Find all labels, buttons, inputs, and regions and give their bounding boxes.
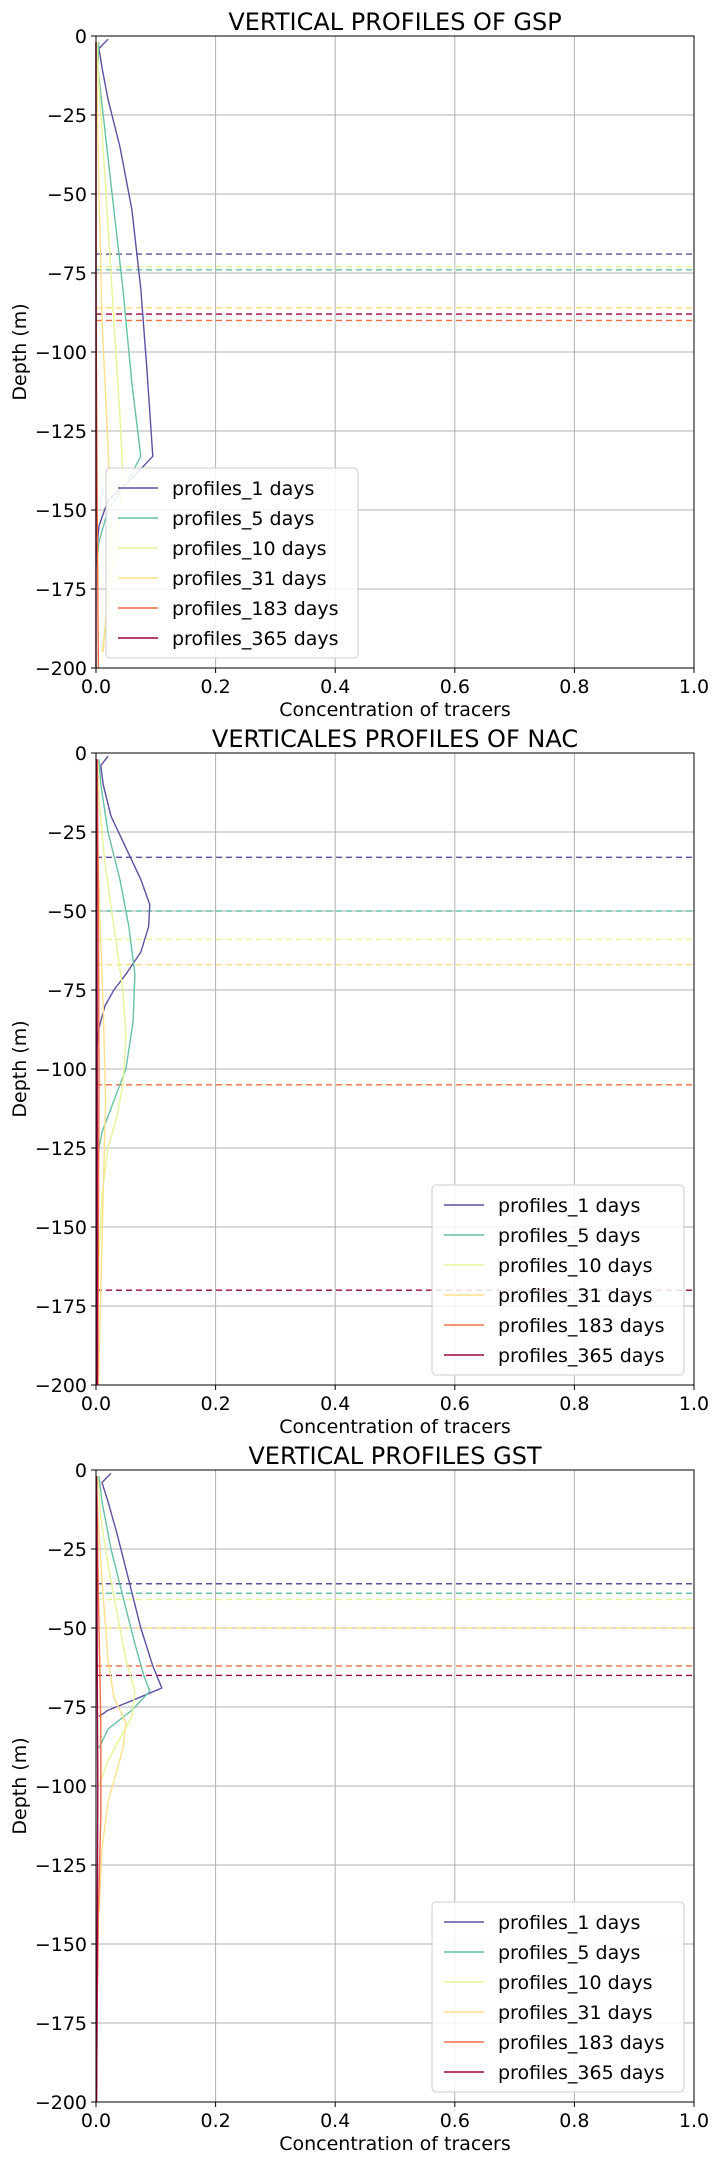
x-axis-label: Concentration of tracers (279, 2133, 511, 2155)
profile-series-line (96, 759, 100, 1386)
y-tick-label: 0 (75, 743, 87, 765)
legend: profiles_1 days profiles_5 days profiles_1… (431, 1901, 685, 2093)
legend-entry-label: profiles_31 days (498, 1285, 652, 1307)
y-tick-label: −200 (35, 1375, 87, 1397)
x-tick-label: 0.8 (559, 1393, 589, 1415)
x-tick-label: 0.4 (320, 1393, 350, 1415)
legend-entry-label: profiles_31 days (498, 2002, 652, 2024)
y-axis-label: Depth (m) (9, 1020, 31, 1117)
y-tick-label: −50 (47, 1618, 87, 1640)
x-tick-label: 0.2 (200, 676, 230, 698)
profile-series-line (95, 42, 142, 567)
legend-entry-label: profiles_31 days (172, 568, 326, 590)
profile-series-line (96, 759, 127, 1338)
x-tick-label: 0.0 (81, 1393, 111, 1415)
chart-panel-3: 0.0 0.2 0.4 0.6 0.8 1.0 0 −25 −50 −75 −100 −125 −150… (9, 1442, 709, 2155)
y-tick-label: −200 (35, 2092, 87, 2114)
x-tick-label: 0.6 (440, 676, 470, 698)
profile-series-line (98, 1472, 163, 1718)
profile-series-line (95, 755, 151, 1054)
x-axis-label: Concentration of tracers (279, 1416, 511, 1438)
profile-series-line (95, 1476, 99, 2103)
y-tick-label: −125 (35, 1138, 87, 1160)
legend-entry-label: profiles_365 days (498, 1345, 665, 1367)
legend-entry-label: profiles_10 days (498, 1255, 652, 1277)
x-tick-label: 0.4 (320, 676, 350, 698)
y-tick-label: −175 (35, 579, 87, 601)
y-tick-label: −125 (35, 1855, 87, 1877)
x-tick-label: 0.8 (559, 2110, 589, 2132)
y-tick-label: −100 (35, 342, 87, 364)
y-tick-label: −75 (47, 263, 87, 285)
legend-entry-label: profiles_183 days (498, 1315, 665, 1337)
legend-entry-label: profiles_5 days (498, 1225, 640, 1247)
legend-box (105, 467, 359, 659)
profile-series-line (97, 1476, 136, 1787)
x-tick-label: 0.0 (81, 676, 111, 698)
x-tick-label: 0.0 (81, 2110, 111, 2132)
y-tick-label: −75 (47, 980, 87, 1002)
legend-entry-label: profiles_10 days (498, 1972, 652, 1994)
y-tick-label: −200 (35, 658, 87, 680)
legend-entry-label: profiles_1 days (498, 1912, 640, 1934)
x-tick-label: 1.0 (679, 676, 709, 698)
y-axis-label: Depth (m) (9, 303, 31, 400)
y-tick-label: −50 (47, 901, 87, 923)
y-tick-label: −25 (47, 105, 87, 127)
y-tick-label: −175 (35, 2013, 87, 2035)
legend-entry-label: profiles_1 days (172, 478, 314, 500)
chart-panel-1: 0.0 0.2 0.4 0.6 0.8 1.0 0 −25 −50 −75 −100 −125 −150… (9, 8, 709, 721)
legend-entry-label: profiles_5 days (498, 1942, 640, 1964)
x-tick-label: 1.0 (679, 2110, 709, 2132)
legend: profiles_1 days profiles_5 days profiles_1… (105, 467, 359, 659)
profile-series-line (95, 1476, 127, 1913)
x-tick-label: 0.4 (320, 2110, 350, 2132)
legend-box (431, 1184, 685, 1376)
chart-title: VERTICALES PROFILES OF NAC (212, 725, 578, 753)
y-tick-label: −75 (47, 1697, 87, 1719)
legend-entry-label: profiles_365 days (498, 2062, 665, 2084)
y-tick-label: −100 (35, 1059, 87, 1081)
legend-entry-label: profiles_183 days (498, 2032, 665, 2054)
y-tick-label: 0 (75, 26, 87, 48)
x-tick-label: 0.2 (200, 2110, 230, 2132)
y-tick-label: 0 (75, 1460, 87, 1482)
profile-series-line (95, 759, 98, 1385)
x-tick-label: 0.8 (559, 676, 589, 698)
chart-title: VERTICAL PROFILES GST (248, 1442, 542, 1470)
x-axis-label: Concentration of tracers (279, 699, 511, 721)
y-tick-label: −25 (47, 822, 87, 844)
y-tick-label: −50 (47, 184, 87, 206)
chart-panel-2: 0.0 0.2 0.4 0.6 0.8 1.0 0 −25 −50 −75 −100 −125 −150… (9, 725, 709, 1438)
legend-entry-label: profiles_10 days (172, 538, 326, 560)
y-axis-label: Depth (m) (9, 1737, 31, 1834)
x-tick-label: 1.0 (679, 1393, 709, 1415)
chart-title: VERTICAL PROFILES OF GSP (228, 8, 561, 36)
profile-series-line (98, 1476, 151, 1749)
x-tick-label: 0.6 (440, 2110, 470, 2132)
legend-entry-label: profiles_5 days (172, 508, 314, 530)
x-tick-label: 0.2 (200, 1393, 230, 1415)
y-tick-label: −150 (35, 500, 87, 522)
y-tick-label: −150 (35, 1217, 87, 1239)
legend: profiles_1 days profiles_5 days profiles_1… (431, 1184, 685, 1376)
profile-series-line (95, 759, 136, 1164)
y-tick-label: −25 (47, 1539, 87, 1561)
x-tick-label: 0.6 (440, 1393, 470, 1415)
legend-box (431, 1901, 685, 2093)
y-tick-label: −125 (35, 421, 87, 443)
y-tick-label: −100 (35, 1776, 87, 1798)
legend-entry-label: profiles_183 days (172, 598, 339, 620)
y-tick-label: −150 (35, 1934, 87, 1956)
legend-entry-label: profiles_1 days (498, 1195, 640, 1217)
legend-entry-label: profiles_365 days (172, 628, 339, 650)
y-tick-label: −175 (35, 1296, 87, 1318)
